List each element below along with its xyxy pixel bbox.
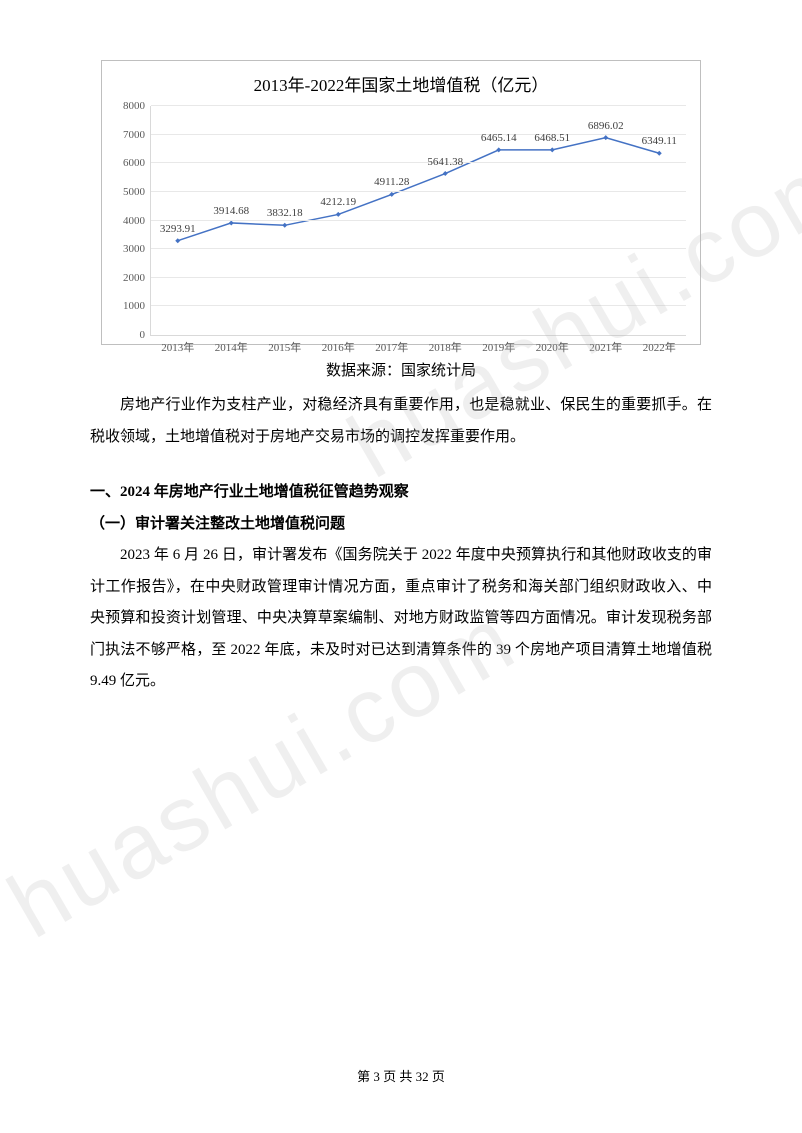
chart-line xyxy=(178,138,660,241)
y-tick-label: 5000 xyxy=(123,186,151,198)
x-tick-label: 2013年 xyxy=(161,335,194,355)
chart-source: 数据来源：国家统计局 xyxy=(90,359,712,380)
x-tick-label: 2021年 xyxy=(589,335,622,355)
body-text: 2023 年 6 月 26 日，审计署发布《国务院关于 2022 年度中央预算执… xyxy=(90,540,712,698)
y-tick-label: 4000 xyxy=(123,215,151,227)
y-tick-label: 6000 xyxy=(123,157,151,169)
footer-mid: 页 共 xyxy=(380,1069,416,1084)
y-tick-label: 1000 xyxy=(123,300,151,312)
sub-heading: （一）审计署关注整改土地增值税问题 xyxy=(90,509,712,541)
intro-text: 房地产行业作为支柱产业，对稳经济具有重要作用，也是稳就业、保民生的重要抓手。在税… xyxy=(90,390,712,453)
chart-data-label: 4911.28 xyxy=(374,176,409,194)
body-paragraph: 2023 年 6 月 26 日，审计署发布《国务院关于 2022 年度中央预算执… xyxy=(90,540,712,698)
intro-paragraph: 房地产行业作为支柱产业，对稳经济具有重要作用，也是稳就业、保民生的重要抓手。在税… xyxy=(90,390,712,453)
chart-data-label: 4212.19 xyxy=(320,196,356,214)
chart-plot: 0100020003000400050006000700080002013年20… xyxy=(150,106,686,336)
y-tick-label: 8000 xyxy=(123,100,151,112)
y-tick-label: 2000 xyxy=(123,272,151,284)
chart-data-label: 3293.91 xyxy=(160,223,196,241)
grid-line xyxy=(151,191,686,192)
footer-prefix: 第 xyxy=(357,1069,373,1084)
grid-line xyxy=(151,305,686,306)
x-tick-label: 2015年 xyxy=(268,335,301,355)
x-tick-label: 2018年 xyxy=(429,335,462,355)
chart-data-label: 6896.02 xyxy=(588,120,624,138)
grid-line xyxy=(151,277,686,278)
grid-line xyxy=(151,105,686,106)
y-tick-label: 7000 xyxy=(123,129,151,141)
chart-data-label: 6349.11 xyxy=(642,135,677,153)
chart-container: 2013年-2022年国家土地增值税（亿元） 01000200030004000… xyxy=(101,60,701,345)
x-tick-label: 2016年 xyxy=(322,335,355,355)
x-tick-label: 2017年 xyxy=(375,335,408,355)
footer-suffix: 页 xyxy=(429,1069,445,1084)
footer-total: 32 xyxy=(416,1069,429,1084)
grid-line xyxy=(151,162,686,163)
y-tick-label: 3000 xyxy=(123,243,151,255)
grid-line xyxy=(151,248,686,249)
chart-data-label: 6468.51 xyxy=(534,132,570,150)
chart-data-label: 3832.18 xyxy=(267,207,303,225)
chart-data-label: 3914.68 xyxy=(213,205,249,223)
x-tick-label: 2022年 xyxy=(643,335,676,355)
chart-data-label: 6465.14 xyxy=(481,132,517,150)
chart-title: 2013年-2022年国家土地增值税（亿元） xyxy=(112,71,690,96)
page-footer: 第 3 页 共 32 页 xyxy=(0,1066,802,1085)
x-tick-label: 2020年 xyxy=(536,335,569,355)
chart-data-label: 5641.38 xyxy=(427,156,463,174)
section-heading: 一、2024 年房地产行业土地增值税征管趋势观察 xyxy=(90,477,712,509)
x-tick-label: 2014年 xyxy=(215,335,248,355)
y-tick-label: 0 xyxy=(140,329,152,341)
x-tick-label: 2019年 xyxy=(482,335,515,355)
